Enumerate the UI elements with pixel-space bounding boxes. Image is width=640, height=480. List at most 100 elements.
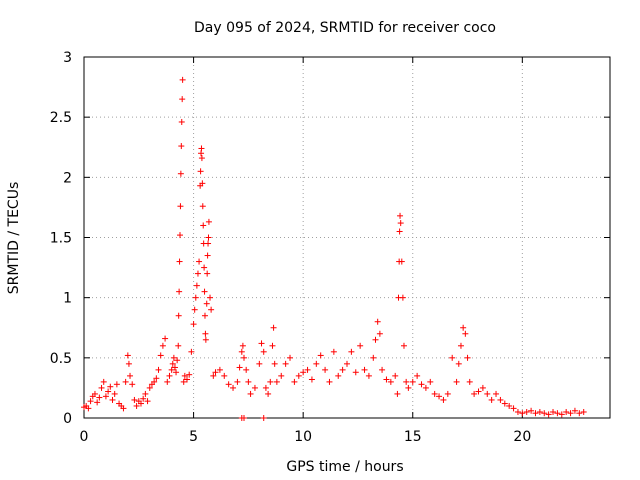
gridlines [84, 57, 610, 418]
data-point [137, 400, 144, 407]
data-point [122, 378, 129, 385]
data-point [102, 393, 109, 400]
data-point [234, 378, 241, 385]
data-point [125, 360, 132, 367]
data-point [484, 390, 491, 397]
data-point [171, 364, 178, 371]
data-point [240, 415, 247, 421]
data-point [541, 410, 548, 417]
data-point [497, 396, 504, 403]
data-point [124, 352, 131, 359]
data-point [198, 145, 205, 152]
data-point [308, 376, 315, 383]
data-point [464, 354, 471, 361]
data-point [295, 372, 302, 379]
data-point [186, 371, 193, 378]
data-point [98, 384, 105, 391]
data-point [554, 410, 561, 417]
data-point [532, 410, 539, 417]
data-point [207, 294, 214, 301]
data-point [190, 321, 197, 328]
data-point [225, 381, 232, 388]
data-point [120, 405, 127, 412]
data-point [236, 364, 243, 371]
data-point [193, 282, 200, 289]
x-tick-label: 0 [80, 429, 89, 445]
data-point [173, 369, 180, 376]
data-point [210, 372, 217, 379]
data-point [201, 288, 208, 295]
data-point [199, 203, 206, 210]
data-point [159, 342, 166, 349]
data-point [567, 410, 574, 417]
data-point [179, 76, 186, 83]
data-point [204, 252, 211, 259]
data-point [203, 300, 210, 307]
data-point [466, 378, 473, 385]
data-point [216, 366, 223, 373]
data-point [265, 390, 272, 397]
data-points [81, 76, 587, 421]
data-point [339, 366, 346, 373]
data-point [258, 340, 265, 347]
data-point [212, 369, 219, 376]
x-tick-label: 15 [404, 429, 422, 445]
data-point [247, 390, 254, 397]
data-point [129, 381, 136, 388]
data-point [196, 258, 203, 265]
data-point [300, 369, 307, 376]
data-point [400, 342, 407, 349]
data-point [176, 258, 183, 265]
data-point [238, 348, 245, 355]
chart-title: Day 095 of 2024, SRMTID for receiver coc… [194, 20, 496, 36]
data-point [239, 342, 246, 349]
data-point [178, 143, 185, 150]
data-point [436, 393, 443, 400]
data-point [523, 408, 530, 415]
data-point [230, 384, 237, 391]
data-point [418, 381, 425, 388]
data-point [113, 381, 120, 388]
data-point [545, 411, 552, 418]
data-point [85, 405, 92, 412]
data-point [181, 372, 188, 379]
data-point [479, 384, 486, 391]
data-point [251, 384, 258, 391]
data-point [133, 402, 140, 409]
data-point [460, 324, 467, 331]
data-point [510, 405, 517, 412]
y-tick-label: 0.5 [50, 351, 72, 367]
data-point [155, 366, 162, 373]
data-point [571, 407, 578, 414]
data-point [397, 212, 404, 219]
data-point [444, 390, 451, 397]
data-point [440, 396, 447, 403]
data-point [278, 372, 285, 379]
data-point [91, 390, 98, 397]
data-point [427, 378, 434, 385]
data-point [431, 390, 438, 397]
data-point [372, 336, 379, 343]
data-point [205, 218, 212, 225]
axis-tick-labels: 0 5 10 15 20 0 0.5 1 1.5 2 2.5 3 [50, 50, 532, 445]
data-point [157, 352, 164, 359]
data-point [493, 390, 500, 397]
data-point [387, 378, 394, 385]
data-point [392, 372, 399, 379]
data-point [397, 220, 404, 227]
data-point [422, 384, 429, 391]
data-point [462, 330, 469, 337]
data-point [403, 378, 410, 385]
data-point [204, 270, 211, 277]
data-point [111, 390, 118, 397]
data-point [166, 372, 173, 379]
data-point [414, 372, 421, 379]
y-tick-label: 1.5 [50, 231, 72, 247]
data-point [199, 180, 206, 187]
data-point [168, 366, 175, 373]
data-point [326, 378, 333, 385]
data-point [449, 354, 456, 361]
data-point [201, 312, 208, 319]
data-point [536, 408, 543, 415]
data-point [87, 398, 94, 405]
